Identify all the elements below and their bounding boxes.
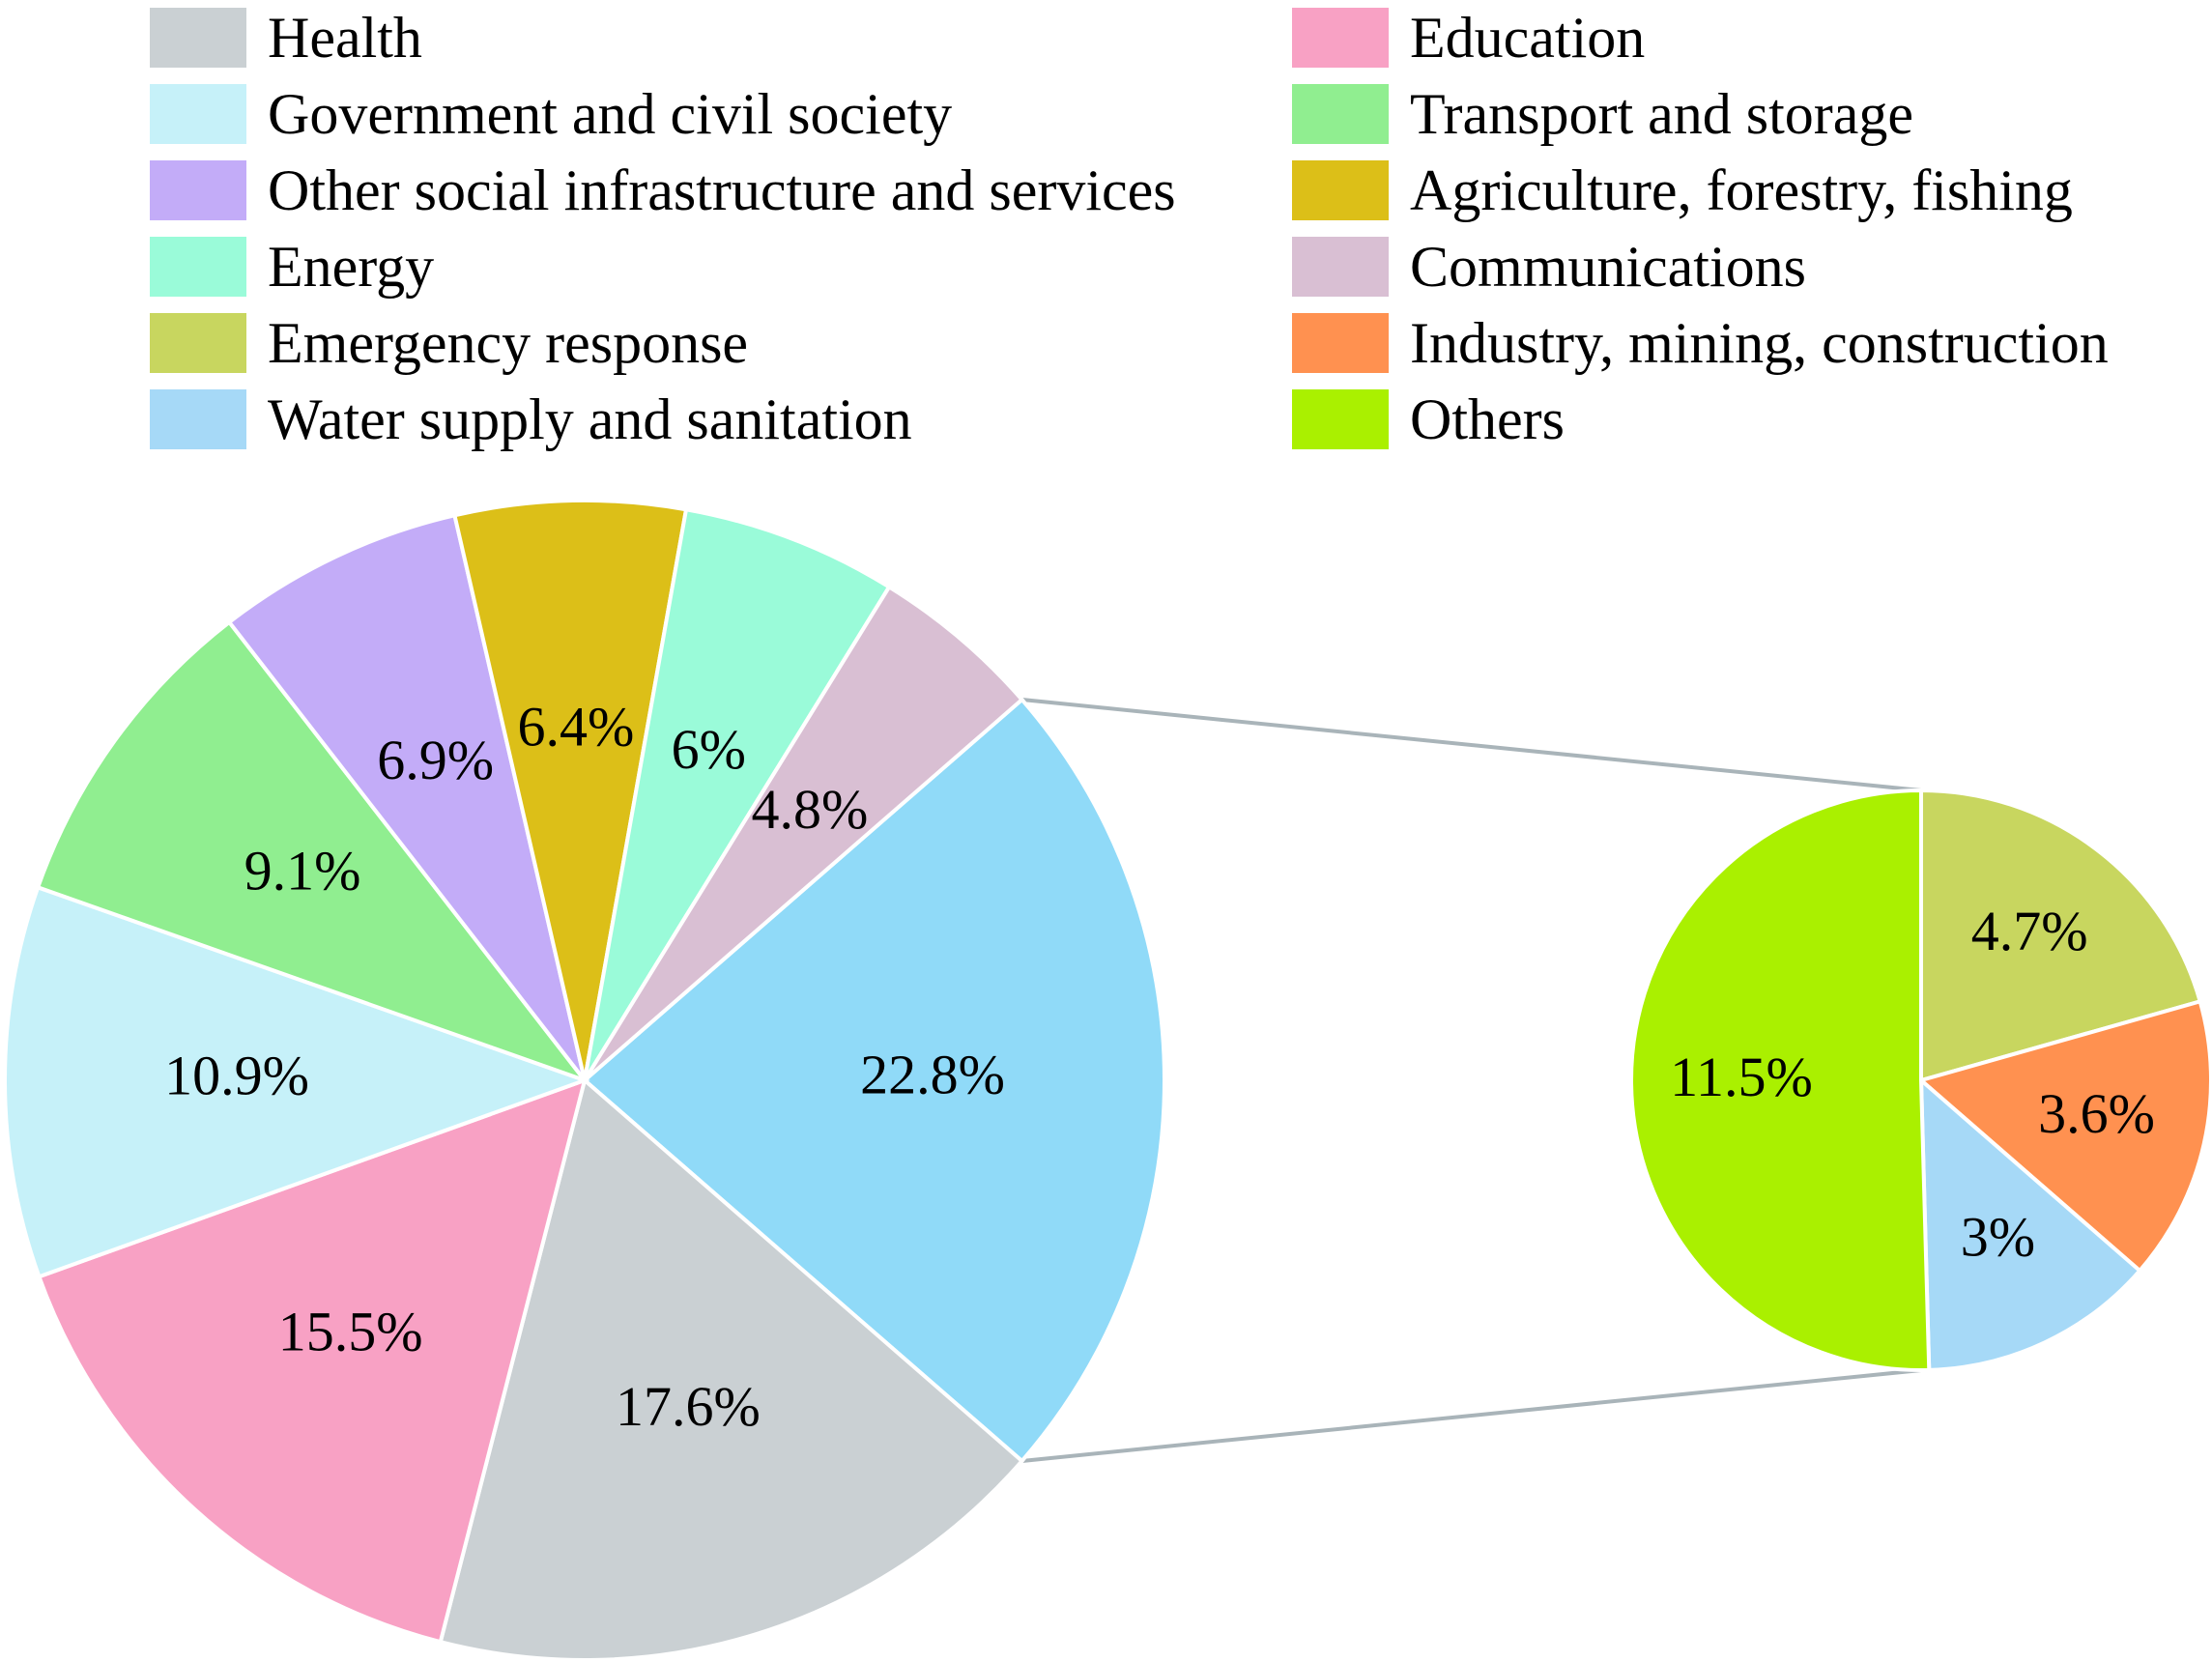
secondary-pie-slice-water-supply-and-sanitation (1918, 1075, 2143, 1372)
main-pie-label-communications: 4.8% (752, 778, 869, 841)
main-pie-slice-other-social-infrastructure-and-services (226, 512, 587, 1082)
legend-swatch-energy (150, 237, 246, 297)
main-pie-label-energy: 6% (672, 718, 746, 781)
secondary-pie-label-industry-mining-construction: 3.6% (2038, 1082, 2155, 1145)
main-pie-slice-education (36, 1076, 588, 1645)
connector-lines (1021, 698, 1922, 1463)
main-pie-slice-communications (583, 584, 1025, 1082)
legend-label-emergency-response: Emergency response (268, 311, 748, 375)
main-pie-slice-energy (583, 506, 892, 1082)
legend-swatch-communications (1292, 237, 1389, 297)
main-pie-slice-transport-and-storage (35, 619, 590, 1085)
legend-label-education: Education (1410, 6, 1645, 70)
legend-swatch-government-and-civil-society (150, 84, 246, 144)
legend-swatch-agriculture-forestry-fishing (1292, 160, 1389, 220)
secondary-pie-label-others: 11.5% (1670, 1046, 1813, 1108)
main-pie-slice-other-detailed (581, 697, 1166, 1464)
secondary-pie: 4.7% 3.6%3% 11.5% (1629, 788, 2212, 1372)
main-pie-label-education: 15.5% (278, 1301, 423, 1363)
legend-swatch-other-social-infrastructure-and-services (150, 160, 246, 220)
secondary-pie-slice-industry-mining-construction (1916, 998, 2212, 1274)
main-pie-label-agriculture-forestry-fishing: 6.4% (518, 695, 635, 758)
legend-label-water-supply-and-sanitation: Water supply and sanitation (268, 387, 912, 451)
legend-swatch-industry-mining-construction (1292, 313, 1389, 373)
legend-label-communications: Communications (1410, 235, 1806, 299)
main-pie: 22.8% 17.6% 15.5% 10.9% 9.1% 6.9% 6.4% 6%4.8% (3, 499, 1166, 1662)
connector-line-bottom (1021, 1368, 1922, 1463)
legend-label-other-social-infrastructure-and-services: Other social infrastructure and services (268, 158, 1176, 222)
main-pie-slice-government-and-civil-society (3, 884, 590, 1279)
legend-swatch-health (150, 8, 246, 68)
legend-label-health: Health (268, 6, 422, 70)
legend-swatch-others (1292, 389, 1389, 449)
legend-swatch-education (1292, 8, 1389, 68)
legend-label-others: Others (1410, 387, 1565, 451)
main-pie-label-government-and-civil-society: 10.9% (164, 1044, 309, 1106)
main-pie-slice-agriculture-forestry-fishing (452, 499, 689, 1081)
legend-label-energy: Energy (268, 235, 434, 299)
legend: Health Education Government and civil soci… (150, 6, 2109, 451)
legend-swatch-water-supply-and-sanitation (150, 389, 246, 449)
secondary-pie-slice-others (1629, 788, 1932, 1372)
legend-swatch-transport-and-storage (1292, 84, 1389, 144)
legend-label-government-and-civil-society: Government and civil society (268, 82, 952, 146)
main-pie-label-other-social-infrastructure-and-services: 6.9% (377, 729, 494, 791)
legend-label-agriculture-forestry-fishing: Agriculture, forestry, fishing (1410, 158, 2073, 222)
secondary-pie-label-emergency-response: 4.7% (1971, 900, 2088, 962)
legend-label-industry-mining-construction: Industry, mining, construction (1410, 311, 2109, 375)
secondary-pie-label-water-supply-and-sanitation: 3% (1961, 1206, 2035, 1269)
main-pie-label-other-detailed: 22.8% (860, 1043, 1005, 1105)
secondary-pie-slice-emergency-response (1919, 788, 2203, 1083)
legend-swatch-emergency-response (150, 313, 246, 373)
main-pie-label-health: 17.6% (616, 1375, 761, 1438)
main-pie-slice-health (438, 1076, 1025, 1662)
legend-label-transport-and-storage: Transport and storage (1410, 82, 1913, 146)
main-pie-label-transport-and-storage: 9.1% (244, 840, 361, 903)
connector-line-top (1021, 698, 1922, 792)
